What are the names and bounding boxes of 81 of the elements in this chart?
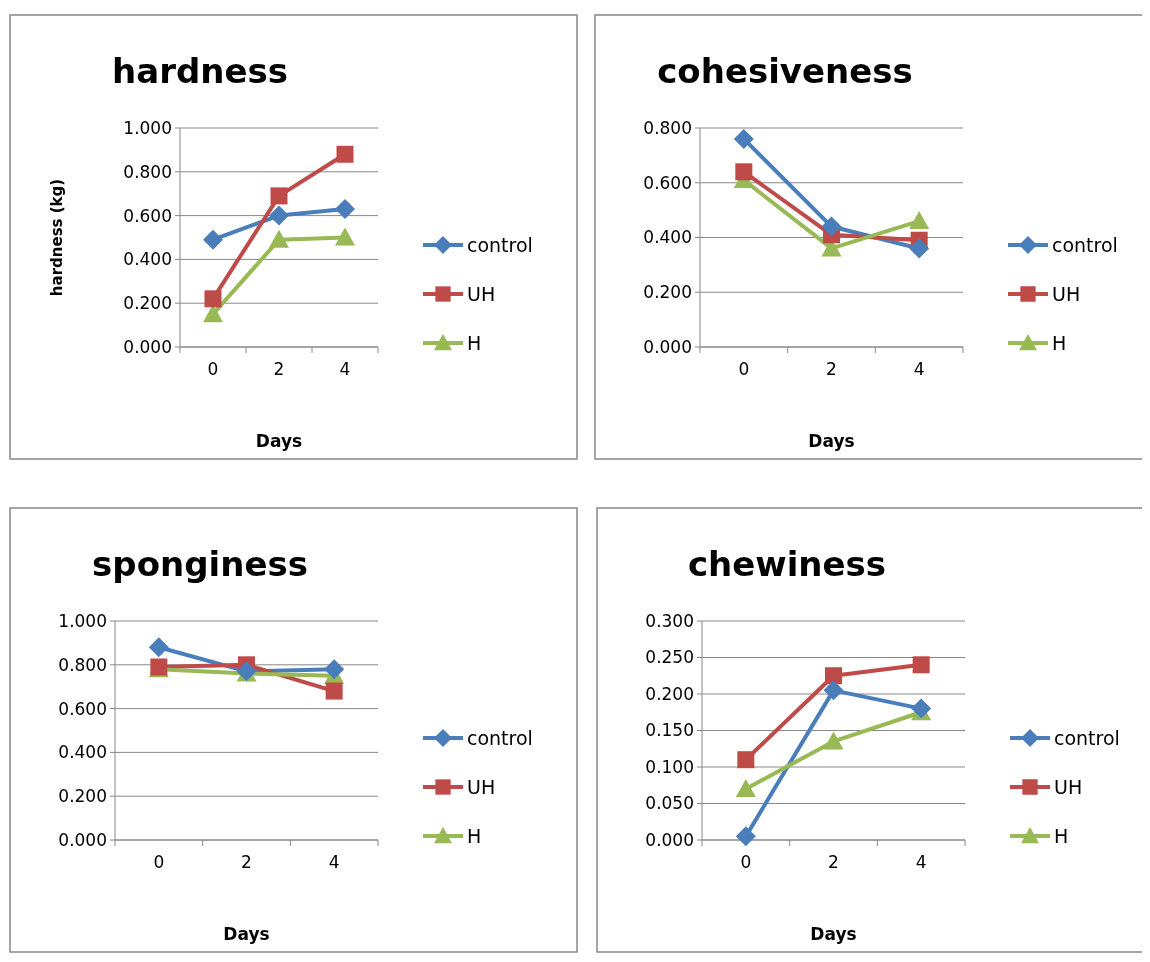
y-axis-title: hardness (kg) [48, 178, 66, 297]
legend-label: H [467, 331, 482, 354]
y-tick-label: 0.400 [643, 227, 692, 248]
point [269, 229, 289, 248]
point [737, 751, 755, 769]
point [909, 211, 930, 230]
y-tick-label: 0.200 [643, 282, 692, 303]
point [823, 680, 844, 701]
y-tick-label: 0.800 [643, 117, 692, 138]
point [324, 659, 345, 680]
x-axis-title: Days [255, 431, 303, 451]
point [735, 778, 756, 797]
y-tick-label: 1.000 [58, 610, 107, 631]
point [148, 637, 169, 658]
point [204, 290, 222, 308]
y-tick-label: 0.000 [645, 829, 694, 850]
legend-label: H [1054, 824, 1069, 847]
point [335, 227, 355, 246]
x-tick-label: 0 [207, 359, 219, 379]
chart-title: cohesiveness [657, 51, 913, 91]
x-tick-label: 0 [738, 359, 750, 379]
point [335, 199, 355, 220]
y-tick-label: 0.100 [645, 756, 694, 777]
point [203, 304, 223, 323]
point [823, 731, 844, 750]
point [735, 163, 753, 181]
point [909, 238, 930, 259]
x-tick-label: 4 [913, 359, 925, 379]
y-tick-label: 0.000 [643, 336, 692, 357]
y-tick-label: 0.400 [58, 742, 107, 763]
x-tick-label: 2 [241, 852, 252, 872]
x-axis-title: Days [223, 924, 270, 944]
x-axis-title: Days [808, 431, 855, 451]
x-tick-label: 2 [828, 852, 839, 872]
x-tick-label: 2 [826, 359, 837, 379]
y-tick-label: 1.000 [123, 117, 172, 138]
x-tick-label: 4 [339, 359, 351, 379]
y-tick-label: 0.800 [58, 654, 107, 675]
legend-label: control [467, 726, 533, 749]
y-tick-label: 0.600 [58, 698, 107, 719]
chart-title: chewiness [687, 544, 887, 584]
point [325, 682, 343, 700]
point [735, 826, 756, 847]
x-tick-label: 4 [915, 852, 927, 872]
y-tick-label: 0.800 [123, 161, 172, 182]
chart-title: sponginess [92, 544, 308, 584]
y-tick-label: 0.400 [123, 249, 172, 270]
y-tick-label: 0.200 [58, 786, 107, 807]
y-tick-label: 0.000 [123, 336, 172, 357]
point [269, 205, 289, 226]
legend-label: UH [467, 282, 496, 305]
point [270, 187, 288, 205]
legend-label: H [467, 824, 482, 847]
point [336, 145, 354, 163]
x-axis-title: Days [810, 924, 857, 944]
legend-label: control [1054, 726, 1120, 749]
y-tick-label: 0.200 [123, 293, 172, 314]
y-tick-label: 0.300 [645, 610, 694, 631]
point [733, 128, 754, 149]
y-tick-label: 0.600 [123, 205, 172, 226]
x-tick-label: 0 [153, 852, 165, 872]
y-tick-label: 0.000 [58, 829, 107, 850]
legend-label: UH [1052, 282, 1081, 305]
legend-label: control [1052, 233, 1118, 256]
x-tick-label: 2 [273, 359, 285, 379]
point [203, 229, 223, 250]
y-tick-label: 0.200 [645, 683, 694, 704]
y-tick-label: 0.250 [645, 647, 694, 668]
legend-label: UH [1054, 775, 1083, 798]
y-tick-label: 0.050 [645, 793, 694, 814]
x-tick-label: 4 [328, 852, 340, 872]
chart-title: hardness [112, 51, 288, 91]
point [912, 656, 930, 674]
legend-label: control [467, 233, 533, 256]
y-tick-label: 0.150 [645, 720, 694, 741]
y-tick-label: 0.600 [643, 172, 692, 193]
x-tick-label: 0 [740, 852, 752, 872]
legend-label: UH [467, 775, 496, 798]
legend-label: H [1052, 331, 1067, 354]
point [821, 216, 842, 237]
point [825, 667, 842, 685]
